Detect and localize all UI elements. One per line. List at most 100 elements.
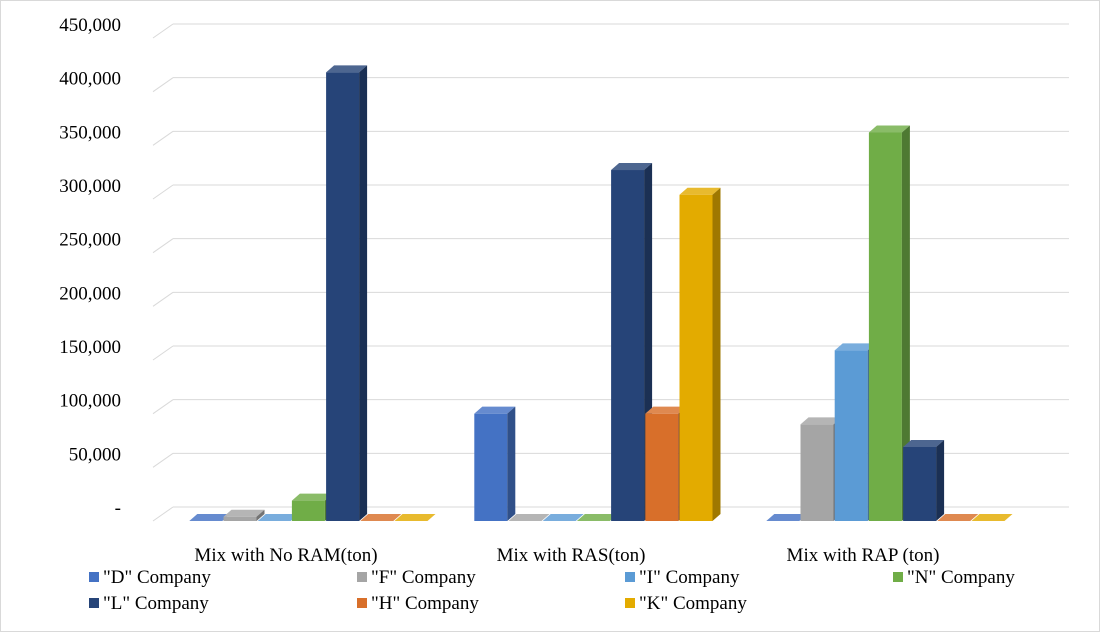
bar — [360, 514, 402, 521]
bar-front — [291, 500, 325, 521]
y-tick-label: 250,000 — [59, 230, 121, 251]
bar-top — [800, 417, 842, 425]
side-wall-gridline — [152, 452, 174, 468]
bar — [189, 514, 231, 521]
bar-top — [542, 514, 584, 521]
bar-front — [868, 132, 902, 521]
side-wall-gridline — [152, 77, 174, 93]
bar — [971, 514, 1013, 521]
legend-item: "D" Company — [89, 567, 211, 588]
bar — [903, 439, 945, 521]
legend-swatch — [89, 572, 99, 582]
x-category-label: Mix with RAP (ton) — [787, 545, 940, 566]
y-tick-label: 200,000 — [59, 283, 121, 304]
bar — [766, 514, 808, 521]
bar-top — [611, 163, 653, 171]
bar — [611, 163, 653, 521]
bar-top — [645, 406, 687, 414]
bar-side — [712, 187, 721, 521]
bar — [576, 514, 618, 521]
legend-label: "K" Company — [639, 593, 747, 614]
bar-side — [507, 406, 516, 521]
bar — [223, 509, 265, 521]
x-category-label: Mix with RAS(ton) — [497, 545, 646, 566]
legend-swatch — [357, 572, 367, 582]
bar-top — [291, 493, 333, 501]
y-tick-label: 350,000 — [59, 122, 121, 143]
legend-label: "H" Company — [371, 593, 479, 614]
bar-top — [474, 406, 516, 414]
bar-front — [645, 413, 679, 521]
bar-front — [834, 350, 868, 521]
side-wall-gridline — [152, 399, 174, 415]
bar-top — [576, 514, 618, 521]
bar-top — [937, 514, 979, 521]
bar — [394, 514, 436, 521]
legend-swatch — [89, 598, 99, 608]
bar-top — [508, 514, 550, 521]
bar — [679, 187, 721, 521]
y-tick-label: - — [115, 498, 121, 519]
side-wall-gridline — [152, 238, 174, 254]
legend-item: "H" Company — [357, 593, 479, 614]
bar-side — [256, 509, 265, 521]
bar-top — [223, 509, 265, 517]
bar — [508, 514, 550, 521]
bar-top — [766, 514, 808, 521]
side-wall-gridline — [152, 291, 174, 307]
floor-edge — [152, 506, 174, 522]
bar-front — [611, 170, 645, 521]
bar-top — [971, 514, 1013, 521]
legend-label: "F" Company — [371, 567, 476, 588]
legend-label: "I" Company — [639, 567, 740, 588]
bar-top — [834, 343, 876, 351]
side-wall-gridline — [152, 130, 174, 146]
x-category-label: Mix with No RAM(ton) — [194, 545, 377, 566]
y-tick-label: 100,000 — [59, 391, 121, 412]
bar-side — [936, 439, 945, 521]
y-tick-label: 450,000 — [59, 15, 121, 36]
bar-front — [326, 72, 360, 521]
side-wall-gridline — [152, 184, 174, 200]
bar — [474, 406, 516, 521]
bar-front — [474, 413, 508, 521]
bar — [937, 514, 979, 521]
legend-swatch — [625, 598, 635, 608]
y-tick-label: 50,000 — [69, 444, 121, 465]
y-axis-tick-labels: - 50,000 100,000 150,000 200,000 250,000 300,0… — [59, 15, 121, 519]
bars — [189, 65, 1013, 521]
legend: "D" Company "F" Company "I" Company "N" Com… — [89, 567, 1015, 614]
bar-front — [679, 194, 713, 521]
legend-item: "F" Company — [357, 567, 476, 588]
legend-item: "K" Company — [625, 593, 747, 614]
y-tick-label: 300,000 — [59, 176, 121, 197]
legend-item: "I" Company — [625, 567, 740, 588]
y-tick-label: 150,000 — [59, 337, 121, 358]
bar-top — [868, 125, 910, 133]
bar-side — [359, 65, 368, 521]
bar-top — [189, 514, 231, 521]
side-wall-gridline — [152, 345, 174, 361]
bar-front — [223, 516, 257, 521]
bar-top — [326, 65, 368, 73]
bar-top — [360, 514, 402, 521]
y-tick-label: 400,000 — [59, 69, 121, 90]
bar-front — [903, 446, 937, 521]
bar-top — [903, 439, 945, 447]
bar-top — [257, 514, 299, 521]
bar-top — [394, 514, 436, 521]
legend-item: "N" Company — [893, 567, 1015, 588]
legend-item: "L" Company — [89, 593, 209, 614]
legend-label: "N" Company — [907, 567, 1015, 588]
bar — [326, 65, 368, 521]
bar-top — [679, 187, 721, 195]
x-axis-category-labels: Mix with No RAM(ton) Mix with RAS(ton) Mix… — [194, 545, 939, 566]
legend-swatch — [893, 572, 903, 582]
bar — [257, 514, 299, 521]
legend-label: "L" Company — [103, 593, 209, 614]
side-wall-gridline — [152, 23, 174, 39]
bar — [542, 514, 584, 521]
legend-swatch — [625, 572, 635, 582]
